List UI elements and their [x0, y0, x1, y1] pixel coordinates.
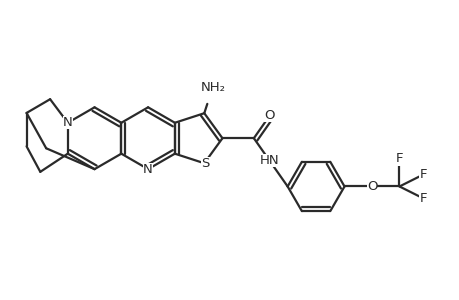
Text: HN: HN: [259, 154, 279, 167]
Text: F: F: [395, 152, 403, 166]
Text: NH₂: NH₂: [200, 81, 225, 94]
Text: N: N: [143, 163, 153, 176]
Text: S: S: [201, 157, 209, 170]
Text: O: O: [264, 109, 274, 122]
Text: O: O: [366, 180, 376, 193]
Text: F: F: [419, 192, 426, 205]
Text: N: N: [63, 116, 73, 129]
Text: F: F: [419, 168, 426, 181]
